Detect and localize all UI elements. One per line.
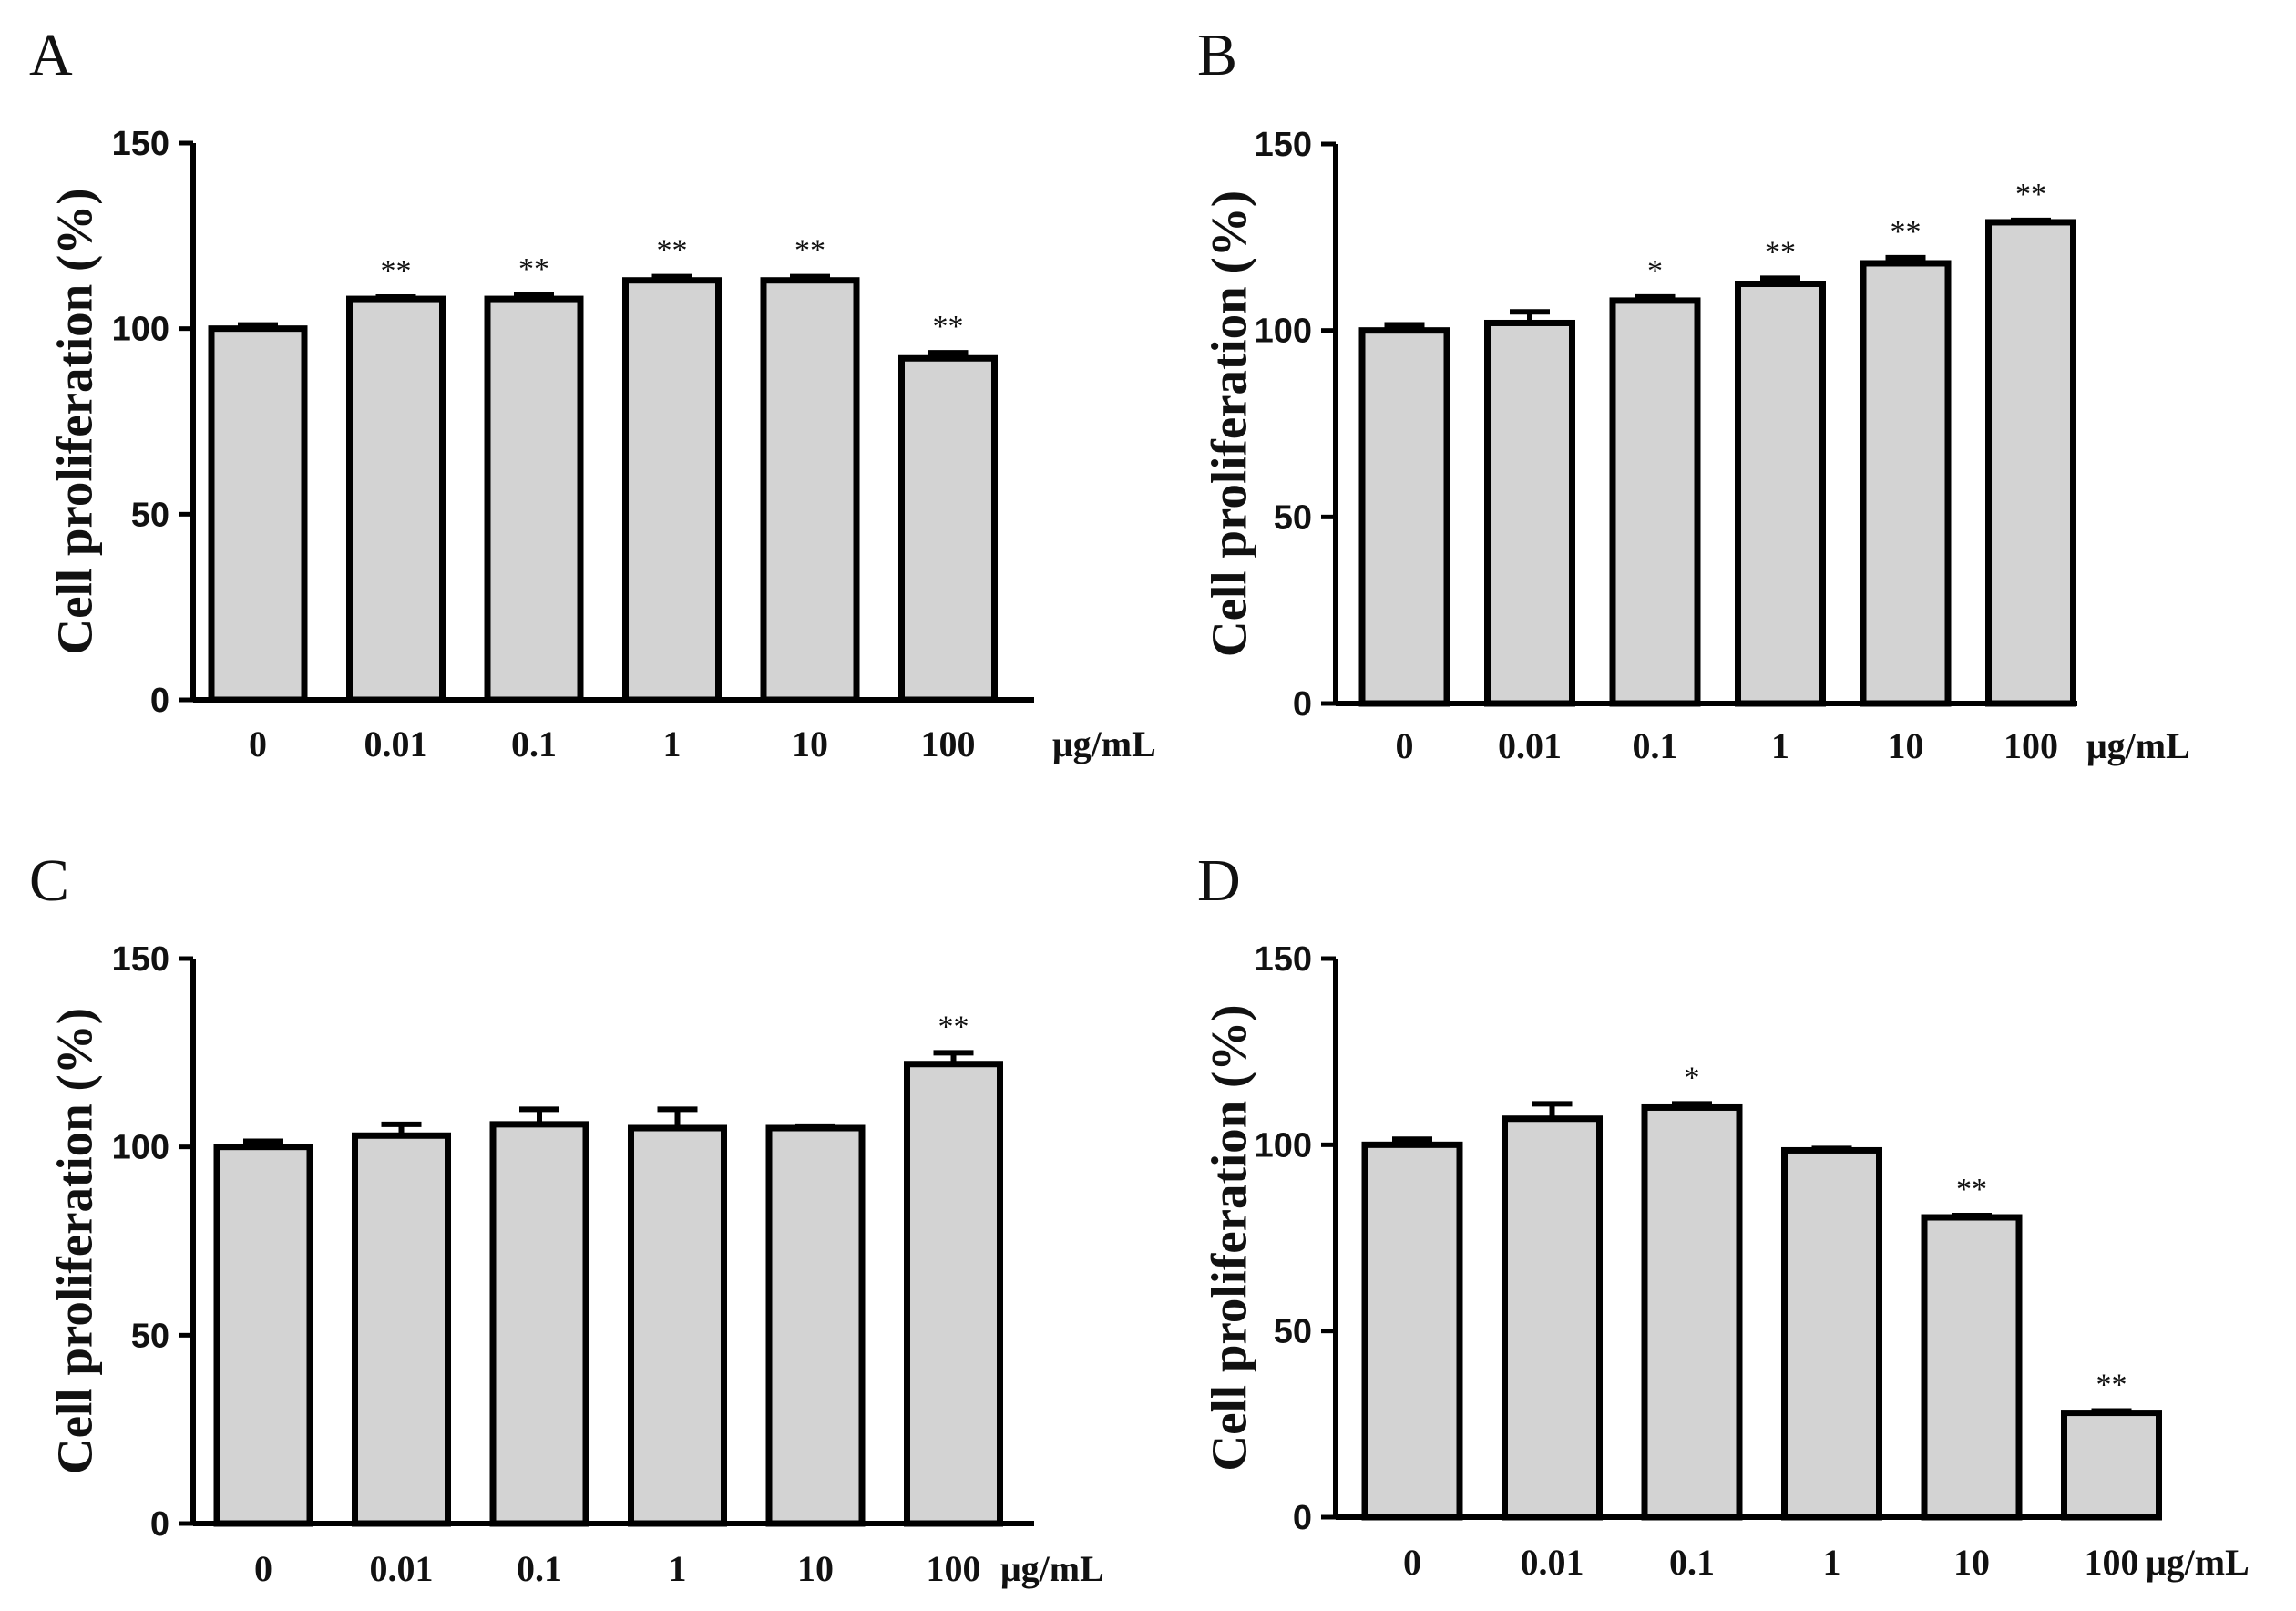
significance-marker: * [1685, 1061, 1700, 1094]
bar [2061, 1410, 2162, 1521]
x-tick-label: 0.01 [1498, 725, 1562, 766]
bar [1484, 319, 1575, 707]
bar [1358, 327, 1450, 707]
bar [1502, 1115, 1603, 1521]
x-tick-label: 0 [249, 723, 267, 764]
significance-marker: ** [657, 234, 688, 268]
y-tick-label: 0 [150, 1505, 169, 1544]
x-tick-label: 0.01 [364, 723, 428, 764]
y-tick-label: 150 [112, 125, 169, 163]
y-tick-label: 50 [1274, 1313, 1312, 1351]
panel-c: C Cell proliferation (%) 0 50 100 150 0 0.01 0.1… [29, 847, 1104, 1589]
bar [208, 325, 308, 703]
bar [898, 354, 998, 703]
bar [904, 1061, 1003, 1527]
y-axis-label: Cell proliferation (%) [1202, 1004, 1257, 1471]
bar [1361, 1141, 1463, 1521]
y-tick-label: 150 [1255, 126, 1312, 164]
x-tick-label: 0.1 [511, 723, 557, 764]
y-tick-label: 50 [131, 1317, 169, 1355]
bar [484, 295, 584, 703]
significance-marker: ** [381, 254, 412, 288]
y-tick-label: 150 [112, 940, 169, 979]
x-unit-label: μg/mL [1000, 1548, 1104, 1589]
bar [213, 1144, 313, 1527]
x-tick-label: 10 [1953, 1542, 1990, 1583]
y-tick-label: 50 [1274, 498, 1312, 537]
x-tick-label: 0.1 [517, 1548, 562, 1589]
x-tick-label: 10 [1888, 725, 1924, 766]
bar [352, 1132, 451, 1527]
x-tick-label: 0.1 [1669, 1542, 1715, 1583]
x-unit-label: μg/mL [2086, 725, 2190, 766]
y-tick-label: 0 [150, 682, 169, 720]
bar [1985, 219, 2076, 707]
x-tick-label: 100 [927, 1548, 981, 1589]
x-tick-label: 0 [1403, 1542, 1421, 1583]
x-tick-label: 1 [669, 1548, 687, 1589]
x-tick-label: 0.1 [1633, 725, 1678, 766]
bar [1781, 1146, 1882, 1521]
significance-marker: * [1647, 254, 1663, 288]
panel-a: A Cell proliferation (%) 0 50 100 150 0 ** 0.01 *… [29, 22, 1156, 764]
x-tick-label: 0 [254, 1548, 272, 1589]
panel-letter: A [29, 22, 73, 88]
y-tick-label: 100 [1255, 1126, 1312, 1165]
x-unit-label: μg/mL [2146, 1542, 2250, 1583]
bar [346, 295, 446, 703]
significance-marker: ** [2015, 178, 2046, 211]
significance-marker: ** [1891, 215, 1922, 249]
x-tick-label: 0 [1396, 725, 1414, 766]
panel-letter: B [1197, 22, 1237, 88]
bar [628, 1124, 727, 1527]
significance-marker: ** [518, 252, 549, 286]
y-tick-label: 100 [112, 311, 169, 349]
significance-marker: ** [794, 234, 825, 268]
y-tick-label: 150 [1255, 940, 1312, 979]
bar [1921, 1214, 2023, 1521]
y-tick-label: 100 [112, 1129, 169, 1167]
x-tick-label: 10 [792, 723, 828, 764]
bar [1735, 281, 1826, 707]
bar [1609, 297, 1701, 707]
bar [1641, 1103, 1743, 1521]
panel-b: B Cell proliferation (%) 0 50 100 150 0 0.01 * 0.… [1197, 22, 2190, 766]
y-axis-label: Cell proliferation (%) [1202, 190, 1257, 657]
y-tick-label: 0 [1293, 685, 1312, 723]
significance-marker: ** [2096, 1369, 2127, 1402]
x-tick-label: 100 [921, 723, 976, 764]
x-tick-label: 1 [663, 723, 682, 764]
x-tick-label: 1 [1771, 725, 1789, 766]
bar [760, 277, 860, 703]
significance-marker: ** [938, 1010, 969, 1043]
significance-marker: ** [1765, 235, 1796, 269]
x-unit-label: μg/mL [1052, 723, 1156, 764]
x-tick-label: 1 [1823, 1542, 1841, 1583]
x-tick-label: 100 [2004, 725, 2058, 766]
y-tick-label: 50 [131, 496, 169, 534]
y-axis-label: Cell proliferation (%) [47, 1008, 103, 1474]
y-tick-label: 100 [1255, 313, 1312, 351]
panel-letter: D [1197, 847, 1241, 914]
bar [489, 1121, 589, 1527]
x-tick-label: 100 [2085, 1542, 2139, 1583]
significance-marker: ** [1956, 1173, 1987, 1206]
panel-d: D Cell proliferation (%) 0 50 100 150 0 0.01 * 0.… [1197, 847, 2250, 1583]
bar [1860, 260, 1952, 707]
y-tick-label: 0 [1293, 1499, 1312, 1537]
bar [765, 1124, 866, 1527]
panel-letter: C [29, 847, 69, 914]
x-tick-label: 10 [797, 1548, 834, 1589]
x-tick-label: 0.01 [370, 1548, 434, 1589]
significance-marker: ** [933, 310, 964, 344]
y-axis-label: Cell proliferation (%) [47, 188, 103, 654]
bar [622, 277, 722, 703]
x-tick-label: 0.01 [1521, 1542, 1584, 1583]
